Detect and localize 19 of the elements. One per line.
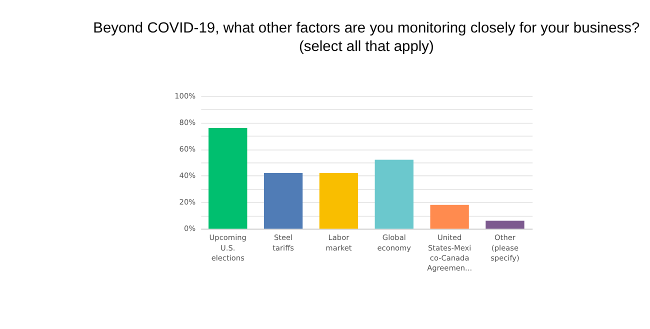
bar — [374, 160, 414, 229]
y-tick-label: 60% — [179, 144, 196, 154]
chart-title: Beyond COVID-19, what other factors are you monitoring closely for your business? (select all that apply) — [93, 20, 640, 56]
x-tick-label: Steel tariffs — [272, 233, 294, 252]
bar — [486, 220, 524, 229]
x-tick-label: Global economy — [377, 233, 412, 252]
y-tick-label: 40% — [179, 170, 196, 180]
x-tick-label: United States-Mexico-Canada Agreemen... — [427, 233, 472, 273]
x-tick-label: Upcoming U.S. elections — [209, 233, 246, 262]
y-tick-label: 80% — [179, 118, 196, 127]
bar — [208, 128, 248, 229]
y-tick-label: 0% — [184, 224, 196, 234]
bar — [264, 173, 303, 229]
bar — [319, 173, 358, 229]
bar — [430, 204, 469, 229]
x-tick-label: Labor market — [326, 233, 352, 252]
x-tick-label: Other (please specify) — [490, 233, 520, 262]
y-tick-label: 100% — [174, 91, 196, 100]
y-tick-label: 20% — [179, 197, 196, 206]
